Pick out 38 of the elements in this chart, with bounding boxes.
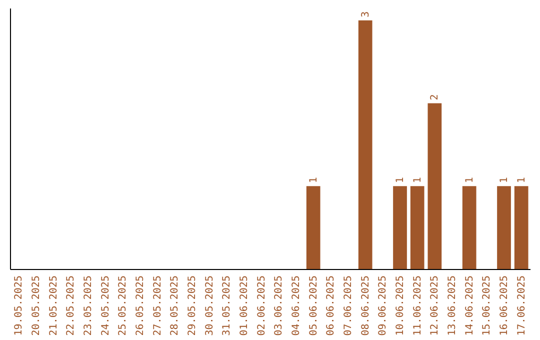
x-tick-label: 31.05.2025 [222, 276, 233, 336]
x-tick-label: 24.05.2025 [100, 276, 112, 336]
x-tick-label: 26.05.2025 [135, 276, 146, 336]
x-tick-label: 27.05.2025 [152, 276, 164, 336]
data-label: 1 [464, 177, 476, 184]
x-tick-label: 06.06.2025 [326, 276, 337, 336]
data-label: 2 [430, 94, 441, 100]
x-tick-label: 09.06.2025 [378, 276, 389, 336]
x-tick-label: 29.05.2025 [187, 276, 198, 336]
x-tick-label: 28.05.2025 [170, 276, 181, 336]
x-tick-label: 16.06.2025 [499, 276, 510, 336]
data-label: 1 [412, 177, 424, 184]
data-label: 3 [360, 11, 372, 18]
x-tick-label: 10.06.2025 [395, 276, 406, 336]
x-tick-label: 21.05.2025 [48, 276, 60, 336]
x-tick-label: 30.05.2025 [204, 276, 216, 336]
x-tick-label: 17.06.2025 [516, 276, 528, 336]
x-tick-label: 11.06.2025 [412, 276, 424, 336]
x-tick-label: 03.06.2025 [274, 276, 285, 336]
x-tick-label: 07.06.2025 [343, 276, 354, 336]
x-tick-label: 22.05.2025 [66, 276, 77, 336]
x-tick-label: 19.05.2025 [14, 276, 25, 336]
data-label: 1 [308, 177, 320, 184]
x-tick-label: 08.06.2025 [360, 276, 372, 336]
x-tick-label: 15.06.2025 [482, 276, 493, 336]
x-tick-label: 25.05.2025 [118, 276, 129, 336]
x-tick-label: 02.06.2025 [256, 276, 268, 336]
x-tick-label: 05.06.2025 [308, 276, 320, 336]
data-label: 1 [395, 177, 406, 184]
data-label: 1 [499, 177, 510, 184]
x-tick-label: 20.05.2025 [31, 276, 42, 336]
x-tick-label: 12.06.2025 [430, 276, 441, 336]
x-tick-label: 14.06.2025 [464, 276, 476, 336]
data-label: 1 [516, 177, 528, 184]
x-tick-label: 13.06.2025 [447, 276, 458, 336]
x-tick-label: 01.06.2025 [239, 276, 250, 336]
x-tick-label: 04.06.2025 [291, 276, 302, 336]
x-tick-label: 23.05.2025 [83, 276, 94, 336]
